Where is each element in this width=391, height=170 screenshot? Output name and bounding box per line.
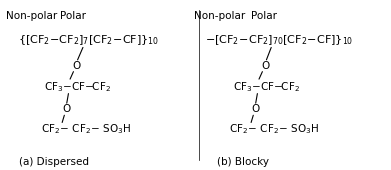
Text: Non-polar: Non-polar <box>194 11 246 21</box>
Text: Polar: Polar <box>60 11 86 21</box>
Text: O: O <box>251 104 259 114</box>
Text: (a) Dispersed: (a) Dispersed <box>19 157 89 167</box>
Text: CF$_2\!-\!$ CF$_2\!-\!$ SO$_3$H: CF$_2\!-\!$ CF$_2\!-\!$ SO$_3$H <box>41 122 131 136</box>
Text: Non-polar: Non-polar <box>5 11 57 21</box>
Text: CF$_3\!-\!$CF$-\!$CF$_2$: CF$_3\!-\!$CF$-\!$CF$_2$ <box>233 81 300 94</box>
Text: O: O <box>62 104 70 114</box>
Text: O: O <box>261 61 269 71</box>
Text: Polar: Polar <box>251 11 276 21</box>
Text: CF$_2\!-\!$ CF$_2\!-\!$ SO$_3$H: CF$_2\!-\!$ CF$_2\!-\!$ SO$_3$H <box>229 122 319 136</box>
Text: $-$[CF$_2\!-\!$CF$_2]_{70}$[CF$_2\!-\!$CF]$\}_{10}$: $-$[CF$_2\!-\!$CF$_2]_{70}$[CF$_2\!-\!$C… <box>205 33 353 47</box>
Text: O: O <box>72 61 81 71</box>
Text: (b) Blocky: (b) Blocky <box>217 157 269 167</box>
Text: CF$_3\!-\!$CF$-\!$CF$_2$: CF$_3\!-\!$CF$-\!$CF$_2$ <box>44 81 111 94</box>
Text: $\{$[CF$_2\!-\!$CF$_2]_7$[CF$_2\!-\!$CF]$\}_{10}$: $\{$[CF$_2\!-\!$CF$_2]_7$[CF$_2\!-\!$CF]… <box>18 33 159 47</box>
